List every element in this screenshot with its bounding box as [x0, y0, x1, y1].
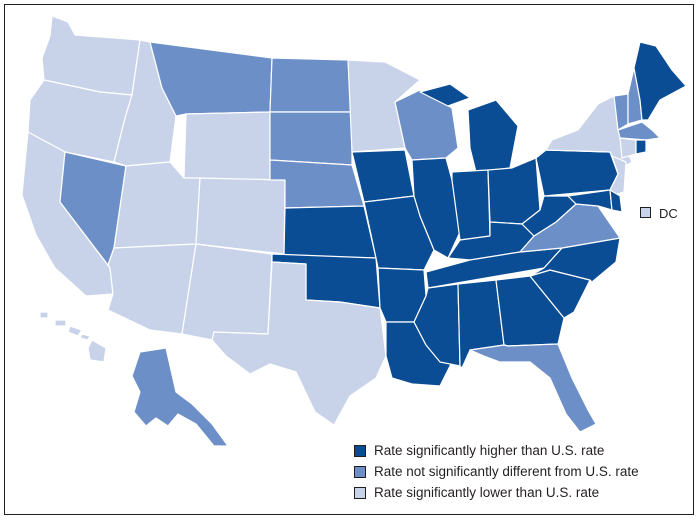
state-TX: [211, 261, 387, 426]
legend-item-higher: Rate significantly higher than U.S. rate: [354, 440, 639, 461]
legend: Rate significantly higher than U.S. rate…: [354, 440, 639, 503]
state-KS: [283, 205, 377, 259]
legend-item-lower: Rate significantly lower than U.S. rate: [354, 482, 639, 503]
state-IA: [351, 149, 415, 203]
dc-label: DC: [659, 206, 678, 221]
dc-swatch: [640, 207, 651, 218]
state-CT: [619, 137, 637, 159]
state-WY: [183, 111, 271, 181]
legend-swatch-lower: [354, 486, 366, 499]
legend-swatch-not-different: [354, 465, 366, 478]
state-ME: [633, 41, 687, 121]
legend-swatch-higher: [354, 444, 366, 457]
state-RI: [635, 139, 647, 155]
legend-label-lower: Rate significantly lower than U.S. rate: [374, 485, 600, 500]
state-MD: [567, 189, 613, 211]
state-PA: [535, 149, 619, 197]
legend-item-not-different: Rate not significantly different from U.…: [354, 461, 639, 482]
state-ND: [269, 57, 353, 113]
state-NM: [181, 243, 273, 341]
state-HI: [39, 311, 107, 363]
state-SD: [269, 111, 353, 166]
state-FL: [469, 343, 597, 433]
state-AZ: [107, 243, 197, 335]
legend-label-not-different: Rate not significantly different from U.…: [374, 464, 639, 479]
legend-label-higher: Rate significantly higher than U.S. rate: [374, 443, 605, 458]
state-AK: [131, 347, 229, 447]
state-CO: [195, 177, 286, 255]
state-DE: [609, 189, 623, 213]
